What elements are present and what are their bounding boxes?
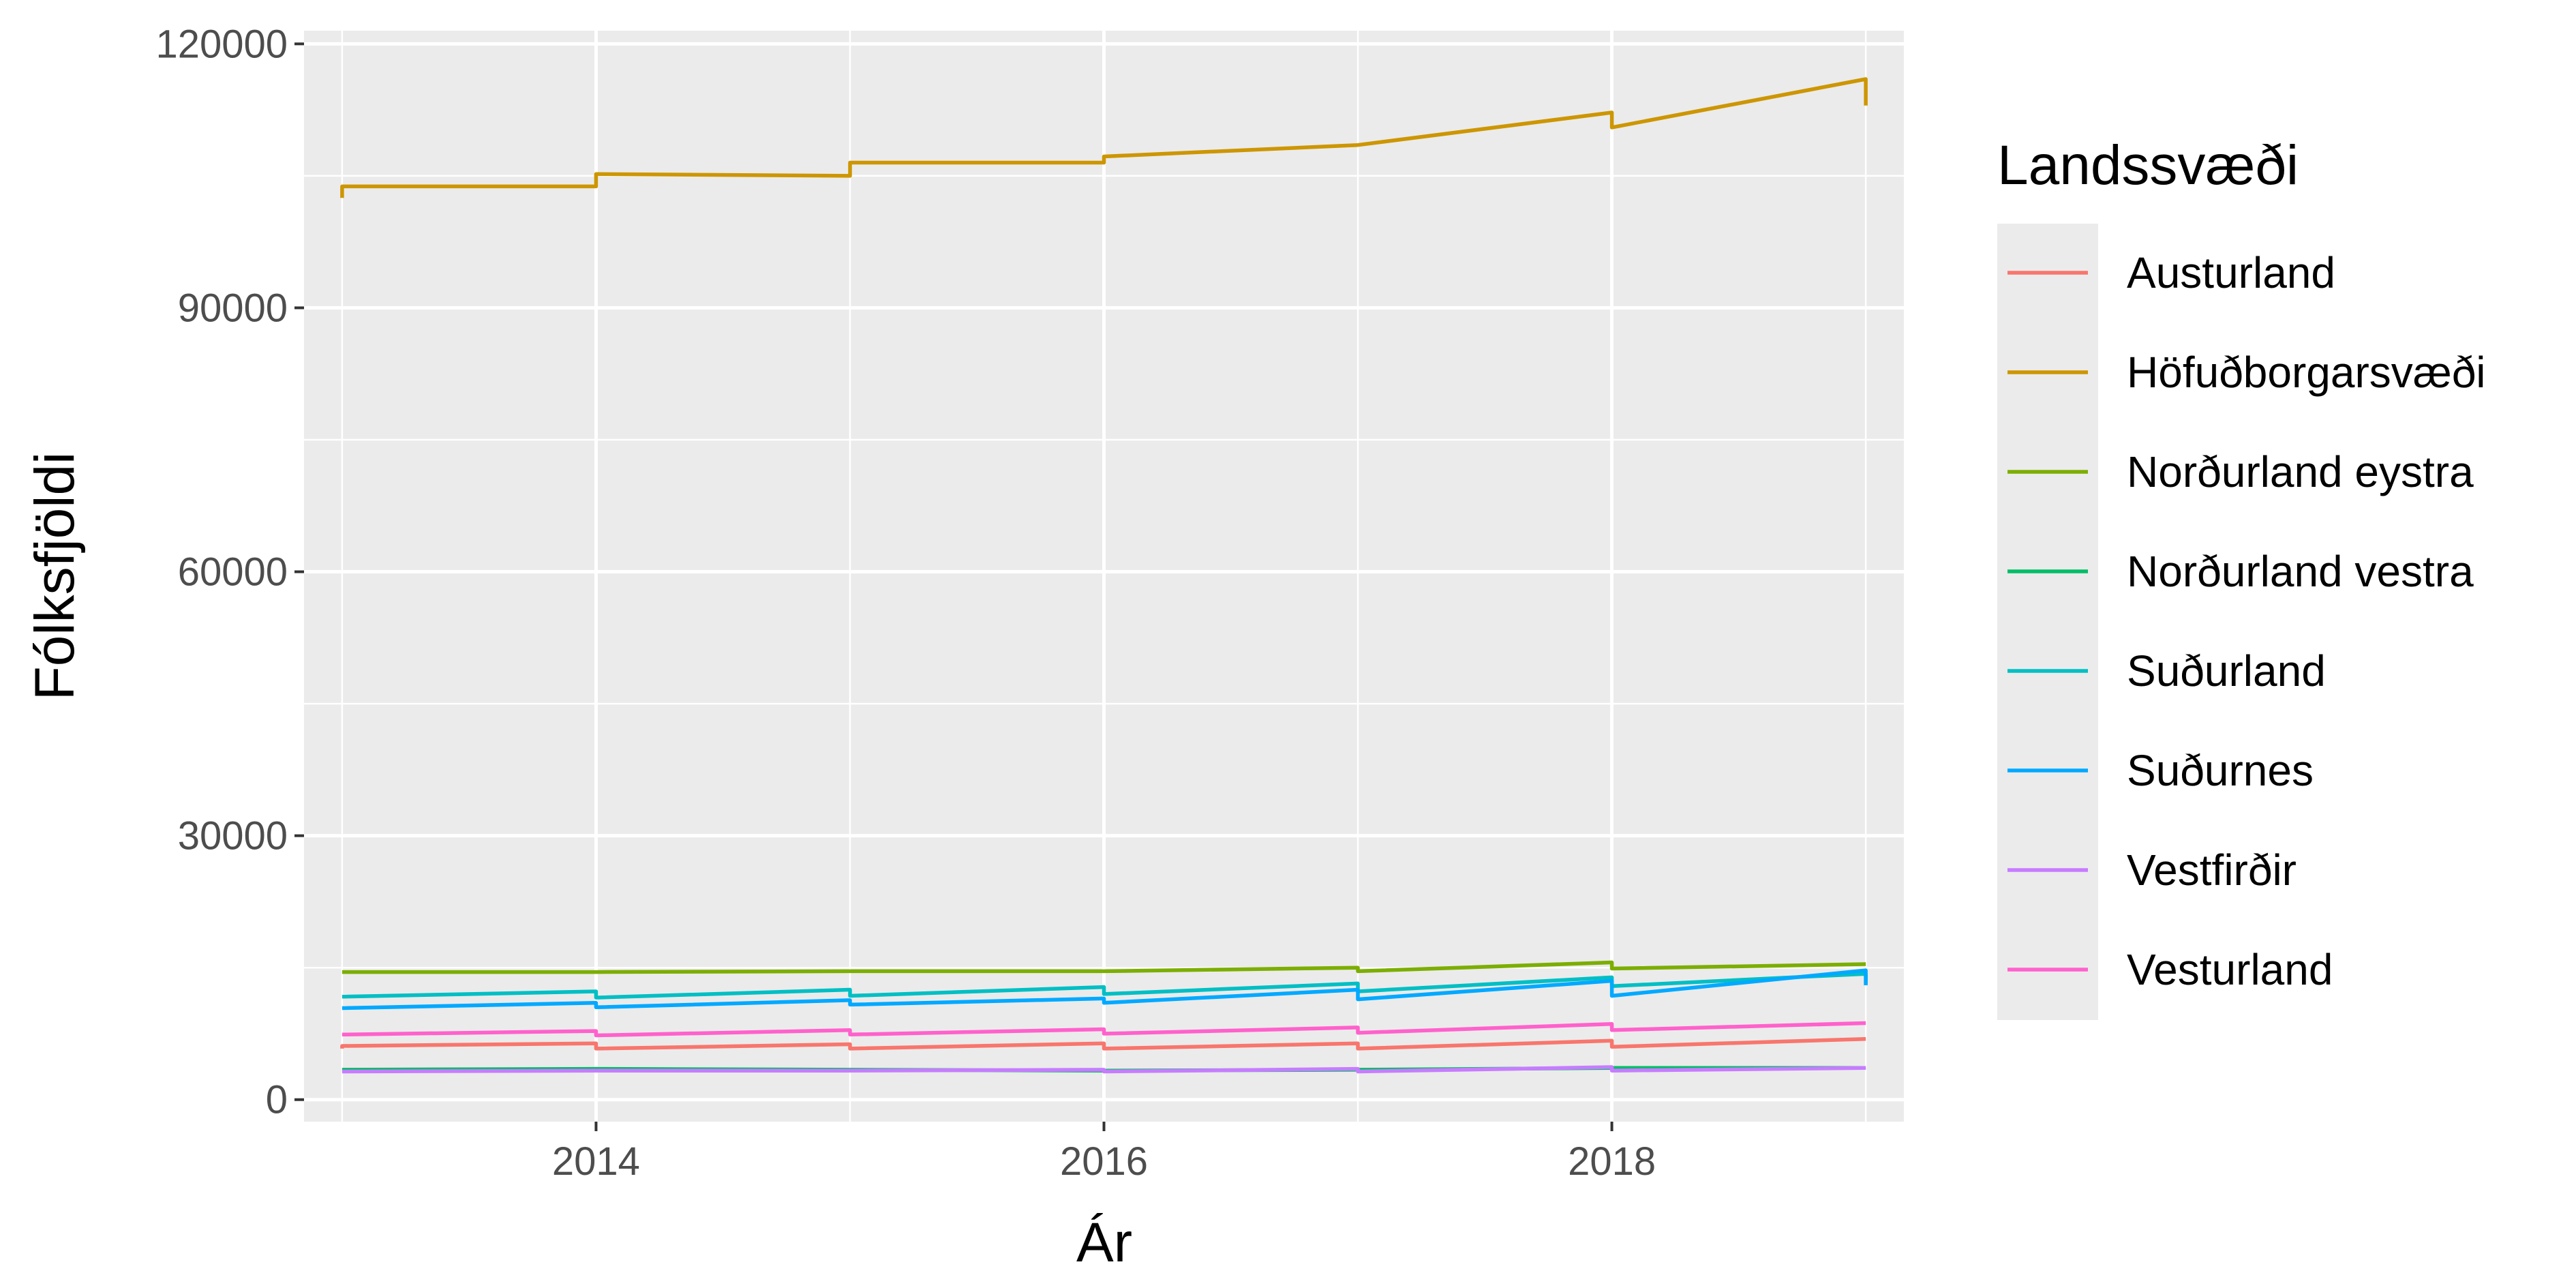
legend-label-7: Vesturland bbox=[2127, 945, 2333, 994]
legend-items: Austurland Höfuðborgarsvæði Norðurland eys… bbox=[2007, 248, 2486, 994]
y-tick-label-1: 30000 bbox=[178, 814, 288, 858]
series-line-5 bbox=[342, 968, 1868, 1010]
y-tick-label-0: 0 bbox=[266, 1078, 288, 1122]
legend-label-1: Höfuðborgarsvæði bbox=[2127, 348, 2486, 397]
series-line-0 bbox=[340, 1036, 1866, 1051]
series-layer bbox=[340, 77, 1868, 1074]
legend-label-5: Suðurnes bbox=[2127, 746, 2314, 795]
series-line-1 bbox=[340, 77, 1868, 198]
series-line-7 bbox=[342, 1021, 1866, 1038]
legend: Landssvæði Austurland Höfuðborgarsvæði Nor… bbox=[1997, 134, 2486, 1020]
x-axis: 2014 2016 2018 bbox=[552, 1122, 1656, 1184]
y-tick-label-3: 90000 bbox=[178, 286, 288, 330]
y-axis: 0 30000 60000 90000 120000 bbox=[155, 22, 304, 1122]
x-tick-label-2: 2018 bbox=[1568, 1139, 1656, 1184]
x-tick-label-1: 2016 bbox=[1060, 1139, 1148, 1184]
legend-key-background bbox=[1997, 224, 2098, 1020]
y-tick-label-2: 60000 bbox=[178, 550, 288, 595]
legend-label-4: Suðurland bbox=[2127, 646, 2326, 695]
legend-label-2: Norðurland eystra bbox=[2127, 447, 2474, 496]
y-tick-label-4: 120000 bbox=[155, 22, 288, 66]
grid-major bbox=[304, 31, 1904, 1122]
series-line-6 bbox=[342, 1065, 1866, 1074]
x-axis-title: Ár bbox=[1076, 1212, 1132, 1274]
legend-label-0: Austurland bbox=[2127, 248, 2335, 297]
legend-title: Landssvæði bbox=[1997, 134, 2299, 196]
x-tick-label-0: 2014 bbox=[552, 1139, 640, 1184]
series-line-2 bbox=[342, 960, 1866, 974]
legend-label-3: Norðurland vestra bbox=[2127, 547, 2474, 596]
legend-label-6: Vestfirðir bbox=[2127, 845, 2297, 895]
y-axis-title: Fólksfjöldi bbox=[24, 452, 86, 701]
